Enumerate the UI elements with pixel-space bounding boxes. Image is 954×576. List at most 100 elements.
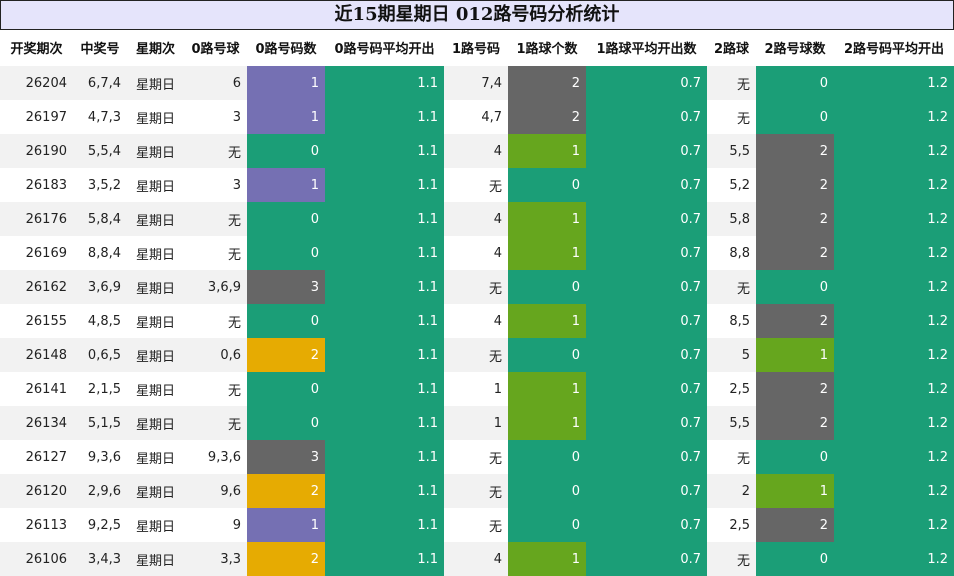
header-cell: 2路号球数	[756, 30, 834, 66]
route1-count-cell: 0	[508, 168, 586, 202]
route2-count-cell: 2	[756, 372, 834, 406]
route1-average-cell: 0.7	[586, 100, 707, 134]
route2-numbers-cell: 8,8	[707, 236, 756, 270]
weekday-cell: 星期日	[127, 270, 184, 304]
route1-numbers-cell: 无	[444, 508, 508, 542]
route2-average-cell: 1.2	[834, 134, 954, 168]
route0-numbers-cell: 无	[184, 202, 247, 236]
issue-cell: 26148	[0, 338, 73, 372]
header-cell: 0路号码数	[247, 30, 325, 66]
route2-numbers-cell: 无	[707, 100, 756, 134]
route0-count-cell: 0	[247, 406, 325, 440]
table-row: 26204 6,7,4 星期日 6 1 1.1 7,4 2 0.7 无 0 1.2	[0, 64, 954, 100]
route2-average-cell: 1.2	[834, 202, 954, 236]
route0-numbers-cell: 无	[184, 236, 247, 270]
weekday-cell: 星期日	[127, 168, 184, 202]
issue-cell: 26162	[0, 270, 73, 304]
route2-numbers-cell: 无	[707, 270, 756, 304]
route0-average-cell: 1.1	[325, 338, 444, 372]
route0-numbers-cell: 3,6,9	[184, 270, 247, 304]
header-cell: 2路球	[707, 30, 756, 66]
table-row: 26183 3,5,2 星期日 3 1 1.1 无 0 0.7 5,2 2 1.2	[0, 168, 954, 202]
route2-average-cell: 1.2	[834, 406, 954, 440]
header-cell: 0路号球	[184, 30, 247, 66]
route0-count-cell: 1	[247, 168, 325, 202]
route1-average-cell: 0.7	[586, 474, 707, 508]
route1-average-cell: 0.7	[586, 338, 707, 372]
issue-cell: 26197	[0, 100, 73, 134]
route1-average-cell: 0.7	[586, 236, 707, 270]
route0-numbers-cell: 无	[184, 406, 247, 440]
issue-cell: 26120	[0, 474, 73, 508]
route1-numbers-cell: 无	[444, 270, 508, 304]
route0-count-cell: 3	[247, 440, 325, 474]
analysis-table: 开奖期次 中奖号 星期次 0路号球 0路号码数 0路号码平均开出 1路号码 1路…	[0, 30, 954, 576]
table-row: 26197 4,7,3 星期日 3 1 1.1 4,7 2 0.7 无 0 1.2	[0, 100, 954, 134]
winning-number-cell: 9,3,6	[73, 440, 127, 474]
header-cell: 开奖期次	[0, 30, 73, 66]
weekday-cell: 星期日	[127, 474, 184, 508]
route0-average-cell: 1.1	[325, 372, 444, 406]
route2-average-cell: 1.2	[834, 100, 954, 134]
route1-average-cell: 0.7	[586, 508, 707, 542]
route1-average-cell: 0.7	[586, 64, 707, 100]
weekday-cell: 星期日	[127, 338, 184, 372]
winning-number-cell: 5,8,4	[73, 202, 127, 236]
route1-average-cell: 0.7	[586, 406, 707, 440]
route0-count-cell: 1	[247, 100, 325, 134]
route1-count-cell: 1	[508, 372, 586, 406]
table-row: 26106 3,4,3 星期日 3,3 2 1.1 4 1 0.7 无 0 1.2	[0, 542, 954, 576]
route2-numbers-cell: 8,5	[707, 304, 756, 338]
route0-average-cell: 1.1	[325, 508, 444, 542]
winning-number-cell: 3,4,3	[73, 542, 127, 576]
route0-average-cell: 1.1	[325, 202, 444, 236]
route0-average-cell: 1.1	[325, 542, 444, 576]
route1-count-cell: 1	[508, 304, 586, 338]
route2-average-cell: 1.2	[834, 338, 954, 372]
route2-numbers-cell: 2,5	[707, 372, 756, 406]
route0-average-cell: 1.1	[325, 440, 444, 474]
weekday-cell: 星期日	[127, 304, 184, 338]
issue-cell: 26190	[0, 134, 73, 168]
route1-average-cell: 0.7	[586, 542, 707, 576]
weekday-cell: 星期日	[127, 508, 184, 542]
route0-numbers-cell: 9,3,6	[184, 440, 247, 474]
route1-average-cell: 0.7	[586, 168, 707, 202]
header-cell: 2路号码平均开出	[834, 30, 954, 66]
route1-numbers-cell: 4	[444, 542, 508, 576]
route0-count-cell: 2	[247, 338, 325, 372]
route0-average-cell: 1.1	[325, 406, 444, 440]
winning-number-cell: 3,5,2	[73, 168, 127, 202]
route2-average-cell: 1.2	[834, 270, 954, 304]
winning-number-cell: 9,2,5	[73, 508, 127, 542]
weekday-cell: 星期日	[127, 542, 184, 576]
route2-numbers-cell: 5	[707, 338, 756, 372]
route0-count-cell: 2	[247, 542, 325, 576]
route2-numbers-cell: 无	[707, 64, 756, 100]
route2-numbers-cell: 无	[707, 440, 756, 474]
route1-numbers-cell: 1	[444, 406, 508, 440]
header-cell: 1路球平均开出数	[586, 30, 707, 66]
issue-cell: 26204	[0, 64, 73, 100]
route0-numbers-cell: 3	[184, 100, 247, 134]
route2-count-cell: 0	[756, 100, 834, 134]
route2-count-cell: 2	[756, 406, 834, 440]
route2-count-cell: 2	[756, 304, 834, 338]
route1-average-cell: 0.7	[586, 440, 707, 474]
table-row: 26148 0,6,5 星期日 0,6 2 1.1 无 0 0.7 5 1 1.2	[0, 338, 954, 372]
route1-count-cell: 2	[508, 100, 586, 134]
route1-numbers-cell: 无	[444, 168, 508, 202]
issue-cell: 26134	[0, 406, 73, 440]
route0-average-cell: 1.1	[325, 168, 444, 202]
route2-count-cell: 1	[756, 338, 834, 372]
route0-numbers-cell: 0,6	[184, 338, 247, 372]
table-row: 26113 9,2,5 星期日 9 1 1.1 无 0 0.7 2,5 2 1.2	[0, 508, 954, 542]
weekday-cell: 星期日	[127, 100, 184, 134]
route2-numbers-cell: 5,8	[707, 202, 756, 236]
table-row: 26190 5,5,4 星期日无 0 1.1 4 1 0.7 5,5 2 1.2	[0, 134, 954, 168]
issue-cell: 26176	[0, 202, 73, 236]
route2-numbers-cell: 2	[707, 474, 756, 508]
route1-numbers-cell: 4	[444, 304, 508, 338]
weekday-cell: 星期日	[127, 134, 184, 168]
route1-average-cell: 0.7	[586, 304, 707, 338]
